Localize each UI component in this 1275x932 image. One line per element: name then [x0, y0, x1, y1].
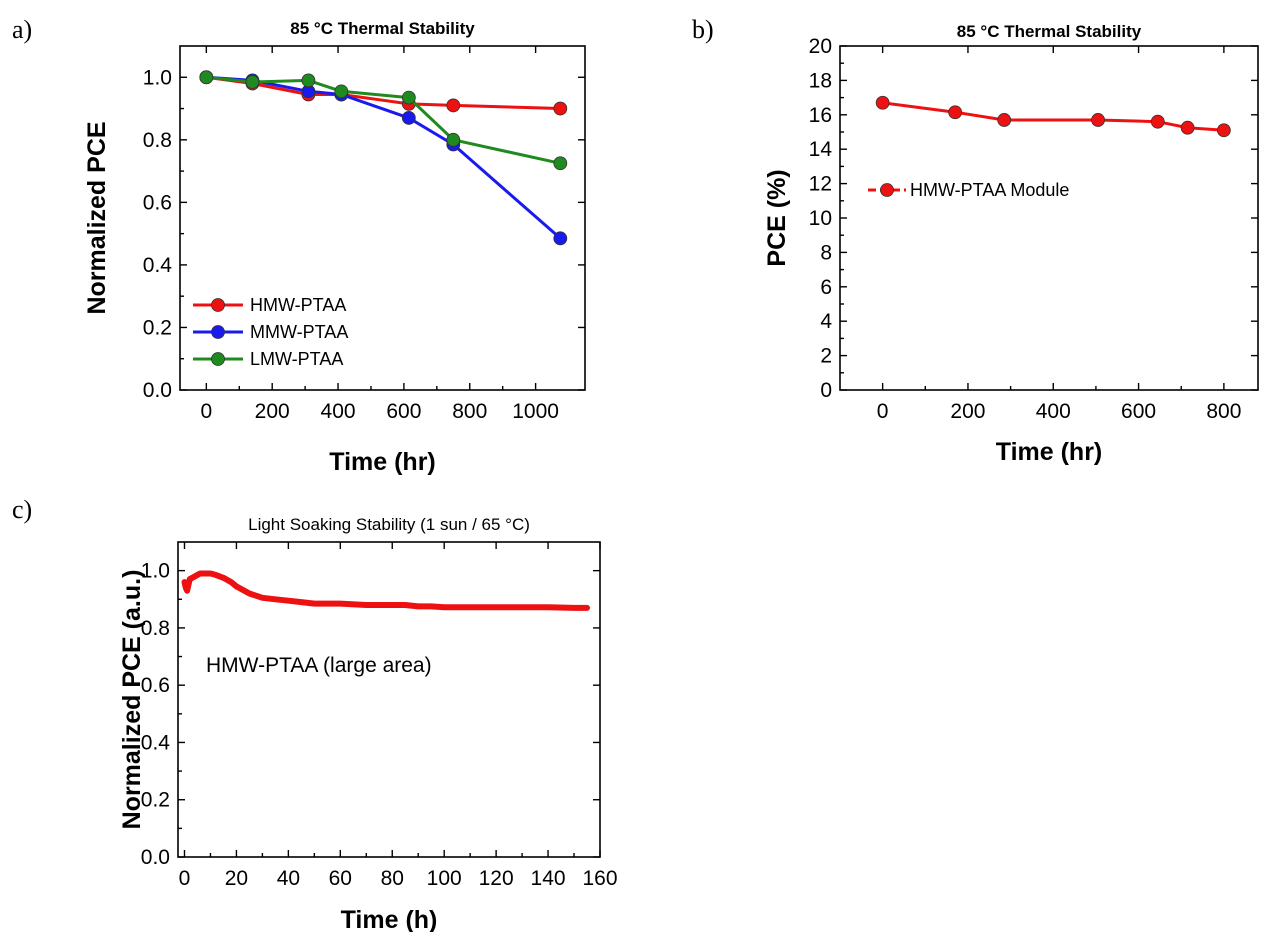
y-tick-label: 0.4	[143, 254, 173, 277]
y-tick-label: 1.0	[143, 66, 172, 89]
x-tick-label: 160	[582, 867, 617, 890]
data-point	[301, 73, 316, 88]
legend-marker	[880, 183, 894, 197]
x-tick-label: 20	[225, 867, 248, 890]
y-axis-label: Normalized PCE	[83, 121, 111, 314]
y-tick-label: 6	[820, 276, 832, 299]
y-tick-label: 16	[809, 104, 832, 127]
y-tick-label: 0.8	[141, 617, 170, 640]
x-tick-label: 120	[479, 867, 514, 890]
x-tick-label: 100	[427, 867, 462, 890]
legend-marker	[211, 325, 225, 339]
y-tick-label: 8	[820, 241, 832, 264]
data-point	[1091, 113, 1105, 127]
x-axis-label: Time (hr)	[996, 438, 1103, 466]
panel-label-c: c)	[12, 495, 32, 524]
x-tick-label: 80	[381, 867, 404, 890]
y-tick-label: 2	[820, 345, 832, 368]
x-tick-label: 600	[386, 400, 421, 423]
panel-label-b: b)	[692, 15, 714, 44]
x-axis-label: Time (hr)	[329, 448, 436, 476]
y-tick-label: 1.0	[141, 560, 170, 583]
y-tick-label: 0.4	[141, 731, 171, 754]
data-point	[948, 105, 963, 120]
y-tick-label: 0.0	[143, 379, 172, 402]
y-tick-label: 4	[820, 310, 832, 333]
chart-title: 85 °C Thermal Stability	[957, 22, 1142, 41]
data-point	[1150, 114, 1165, 129]
data-point	[997, 113, 1012, 127]
y-axis-label: Normalized PCE (a.u.)	[118, 570, 146, 830]
data-point	[446, 132, 461, 147]
y-tick-label: 14	[809, 138, 833, 161]
plot-frame	[839, 45, 1259, 391]
plot-frame	[177, 541, 601, 858]
x-tick-label: 800	[1206, 400, 1241, 423]
x-tick-label: 0	[877, 400, 889, 423]
y-tick-label: 0.2	[141, 789, 170, 812]
x-tick-label: 800	[452, 400, 487, 423]
legend-label: HMW-PTAA Module	[910, 180, 1069, 200]
chart-annotation: HMW-PTAA (large area)	[206, 654, 432, 677]
data-point	[875, 95, 890, 110]
chart-title: Light Soaking Stability (1 sun / 65 °C)	[248, 515, 530, 534]
y-tick-label: 0.6	[143, 191, 172, 214]
series-line-hmw-ptaa-module	[881, 101, 1226, 132]
chart-a: 85 °C Thermal Stability 0 200 400 600 800 1000…	[83, 19, 586, 476]
x-tick-label: 0	[200, 400, 212, 423]
data-point	[446, 98, 461, 113]
y-tick-label: 20	[809, 35, 832, 58]
y-axis-label: PCE (%)	[763, 169, 791, 266]
legend-marker	[211, 352, 225, 366]
series-line-data	[181, 570, 590, 611]
legend-label: HMW-PTAA	[250, 295, 346, 315]
x-axis-label: Time (h)	[341, 906, 438, 932]
plot-frame	[179, 45, 586, 391]
y-tick-label: 0.6	[141, 674, 170, 697]
y-tick-label: 0	[820, 379, 832, 402]
y-tick-label: 12	[809, 173, 832, 196]
data-point	[553, 156, 568, 171]
data-point	[401, 111, 416, 125]
y-tick-label: 18	[809, 69, 832, 92]
data-point	[553, 231, 568, 246]
y-tick-label: 0.8	[143, 129, 172, 152]
data-point	[553, 101, 568, 116]
data-point	[245, 75, 260, 89]
data-point	[401, 90, 416, 105]
series-line-lmw-ptaa	[204, 75, 562, 165]
data-point	[334, 84, 349, 99]
panel-label-a: a)	[12, 15, 32, 44]
x-tick-label: 1000	[512, 400, 559, 423]
y-tick-label: 0.2	[143, 316, 172, 339]
data-point	[1180, 120, 1195, 135]
chart-title: 85 °C Thermal Stability	[290, 19, 475, 38]
x-tick-label: 200	[950, 400, 985, 423]
x-tick-label: 140	[531, 867, 566, 890]
y-tick-label: 10	[809, 207, 832, 230]
legend-marker	[211, 298, 225, 312]
chart-c: Light Soaking Stability (1 sun / 65 °C) 0…	[118, 515, 618, 932]
chart-b: 85 °C Thermal Stability 0 200 400 600 800 0 2 4 6…	[763, 22, 1259, 466]
x-tick-label: 40	[277, 867, 300, 890]
x-tick-label: 60	[329, 867, 352, 890]
data-point	[1216, 123, 1231, 138]
x-tick-label: 600	[1121, 400, 1156, 423]
y-tick-label: 0.0	[141, 846, 170, 869]
x-tick-label: 400	[321, 400, 356, 423]
x-tick-label: 0	[179, 867, 191, 890]
data-point	[199, 70, 214, 85]
x-tick-label: 400	[1036, 400, 1071, 423]
legend-label: LMW-PTAA	[250, 349, 343, 369]
legend-label: MMW-PTAA	[250, 322, 348, 342]
x-tick-label: 200	[255, 400, 290, 423]
